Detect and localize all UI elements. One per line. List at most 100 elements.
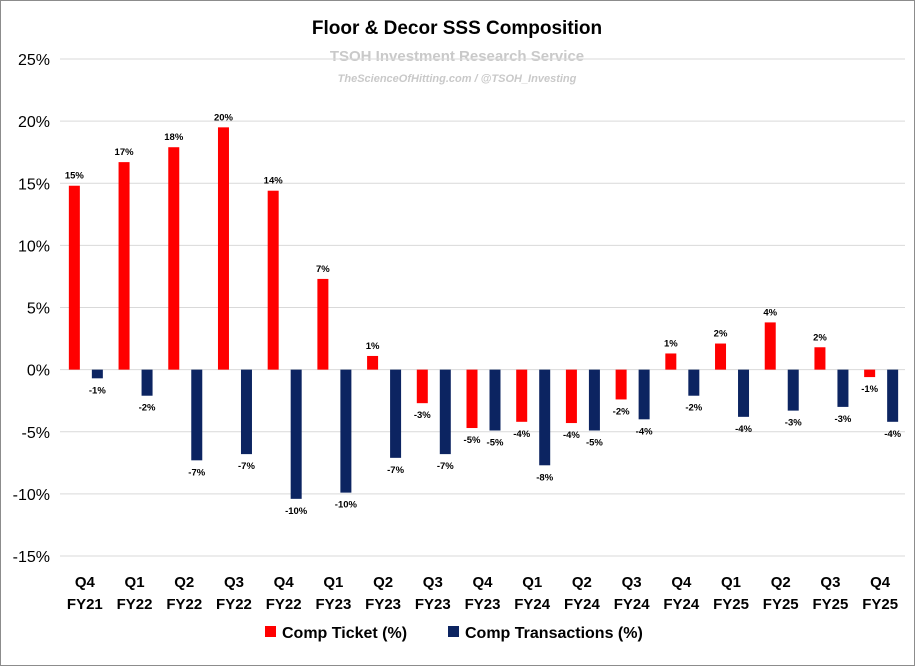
comp-ticket-label: -4% [563, 430, 580, 441]
legend-label-comp-ticket: Comp Ticket (%) [282, 625, 407, 642]
y-tick-label: -10% [13, 487, 50, 504]
comp-transactions-label: -4% [636, 426, 653, 437]
x-tick-fiscal-year: FY24 [614, 596, 651, 613]
x-tick-quarter: Q1 [522, 574, 542, 591]
comp-transactions-bar [688, 369, 700, 396]
comp-ticket-label: -4% [513, 429, 530, 440]
comp-ticket-label: 18% [164, 132, 184, 143]
x-tick-quarter: Q4 [274, 574, 295, 591]
x-tick-fiscal-year: FY23 [365, 596, 401, 613]
x-tick-quarter: Q1 [323, 574, 343, 591]
x-tick-fiscal-year: FY23 [415, 596, 451, 613]
comp-ticket-bar [715, 343, 727, 370]
comp-transactions-bar [390, 369, 402, 458]
x-tick-quarter: Q2 [572, 574, 592, 591]
comp-transactions-label: -3% [785, 418, 802, 429]
x-tick-quarter: Q4 [870, 574, 891, 591]
comp-transactions-label: -8% [536, 472, 553, 483]
comp-transactions-bar [638, 369, 650, 420]
legend-swatch-comp-transactions [448, 626, 459, 637]
comp-transactions-label: -7% [238, 461, 255, 472]
comp-ticket-bar [665, 353, 677, 370]
comp-ticket-label: -1% [861, 384, 878, 395]
x-tick-quarter: Q3 [224, 574, 244, 591]
comp-transactions-bar [588, 369, 600, 431]
comp-transactions-label: -2% [139, 403, 156, 414]
comp-ticket-bar [814, 347, 826, 370]
comp-transactions-label: -7% [437, 461, 454, 472]
comp-ticket-bar [168, 147, 180, 370]
comp-ticket-label: 1% [664, 338, 678, 349]
x-tick-fiscal-year: FY22 [266, 596, 302, 613]
x-axis-ticks: Q4 FY21 Q1 FY22 Q2 FY22 Q3 FY22 Q4 FY22 Q1 FY23 Q2 FY… [67, 574, 898, 613]
x-tick-quarter: Q1 [721, 574, 741, 591]
x-tick-quarter: Q2 [174, 574, 194, 591]
y-tick-label: 20% [18, 114, 50, 131]
y-tick-label: 15% [18, 176, 50, 193]
x-tick-fiscal-year: FY23 [315, 596, 351, 613]
legend-label-comp-transactions: Comp Transactions (%) [465, 625, 643, 642]
comp-transactions-bar [290, 369, 302, 499]
x-tick-quarter: Q2 [771, 574, 791, 591]
y-tick-label: 25% [18, 52, 50, 69]
comp-transactions-label: -7% [188, 467, 205, 478]
x-tick-fiscal-year: FY22 [166, 596, 202, 613]
comp-ticket-label: 1% [366, 341, 380, 352]
comp-transactions-bar [240, 369, 252, 455]
comp-transactions-label: -7% [387, 465, 404, 476]
comp-transactions-bar [489, 369, 501, 431]
comp-ticket-label: 4% [763, 307, 777, 318]
x-tick-fiscal-year: FY25 [763, 596, 799, 613]
comp-transactions-bar [439, 369, 451, 455]
comp-transactions-bar [191, 369, 203, 461]
comp-transactions-bar [91, 369, 103, 379]
x-tick-fiscal-year: FY25 [862, 596, 898, 613]
comp-ticket-label: 17% [115, 147, 135, 158]
comp-transactions-bar [887, 369, 899, 422]
comp-ticket-bar [68, 185, 80, 370]
x-tick-fiscal-year: FY21 [67, 596, 103, 613]
y-axis-ticks: 25% 20% 15% 10% 5% 0% -5% -10% -15% [13, 52, 50, 566]
comp-ticket-bar [466, 369, 478, 429]
x-tick-fiscal-year: FY25 [713, 596, 749, 613]
comp-transactions-label: -4% [884, 429, 901, 440]
data-labels: 15% 17% 18% 20% 14% 7% 1% -3% -5% -4% -4% -2% 1% 2% 4%… [65, 112, 902, 517]
comp-transactions-bar [539, 369, 551, 466]
comp-ticket-label: 7% [316, 264, 330, 275]
x-tick-quarter: Q3 [622, 574, 642, 591]
x-tick-fiscal-year: FY22 [216, 596, 252, 613]
legend: Comp Ticket (%) Comp Transactions (%) [265, 625, 643, 642]
comp-transactions-label: -1% [89, 385, 106, 396]
y-tick-label: -5% [22, 425, 50, 442]
bars [68, 127, 899, 499]
legend-swatch-comp-ticket [265, 626, 276, 637]
comp-transactions-label: -4% [735, 424, 752, 435]
comp-ticket-bar [118, 162, 130, 370]
chart-subtitle: TSOH Investment Research Service [330, 48, 584, 65]
comp-ticket-bar [565, 369, 577, 424]
x-tick-quarter: Q4 [671, 574, 692, 591]
x-tick-quarter: Q1 [125, 574, 145, 591]
chart-title: Floor & Decor SSS Composition [312, 18, 602, 39]
comp-transactions-label: -5% [487, 438, 504, 449]
comp-transactions-bar [738, 369, 750, 417]
x-tick-quarter: Q3 [423, 574, 443, 591]
comp-transactions-label: -3% [834, 414, 851, 425]
comp-ticket-bar [864, 369, 876, 378]
x-tick-fiscal-year: FY24 [564, 596, 601, 613]
comp-ticket-label: 2% [813, 332, 827, 343]
comp-transactions-label: -5% [586, 438, 603, 449]
comp-ticket-label: 15% [65, 171, 85, 182]
comp-ticket-label: -2% [613, 406, 630, 417]
chart-credit: TheScienceOfHitting.com / @TSOH_Investin… [338, 73, 577, 85]
comp-transactions-bar [340, 369, 352, 493]
comp-transactions-label: -10% [335, 500, 358, 511]
comp-transactions-label: -10% [285, 506, 308, 517]
comp-ticket-bar [267, 190, 279, 370]
y-tick-label: 5% [27, 301, 50, 318]
comp-ticket-bar [615, 369, 627, 400]
comp-ticket-bar [764, 322, 776, 370]
comp-transactions-bar [141, 369, 153, 396]
